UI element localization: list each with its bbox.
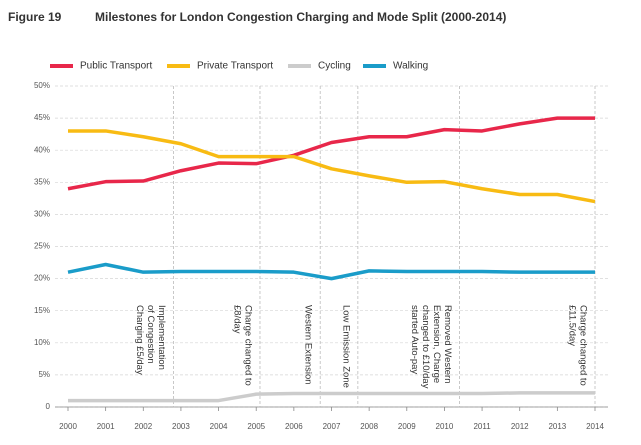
y-tick-label: 50%	[34, 81, 50, 90]
series-line	[68, 391, 595, 403]
x-tick-label: 2010	[436, 422, 454, 431]
milestone-text: Charge changed to	[577, 305, 588, 386]
x-tick-label: 2011	[473, 422, 491, 431]
milestone-text: £8/day	[231, 305, 242, 334]
series-line	[67, 116, 595, 191]
y-tick-label: 15%	[34, 306, 50, 315]
x-tick-label: 2006	[285, 422, 303, 431]
y-tick-label: 0	[46, 402, 51, 411]
milestone-text: Charge changed to	[242, 305, 253, 386]
y-tick-label: 30%	[34, 210, 50, 219]
milestone-text: started Auto-pay	[409, 305, 420, 374]
x-tick-label: 2009	[398, 422, 416, 431]
x-tick-label: 2001	[97, 422, 115, 431]
x-tick-label: 2012	[511, 422, 529, 431]
milestone-text: Charging £5/day	[134, 305, 145, 375]
x-tick-label: 2000	[59, 422, 77, 431]
x-tick-label: 2007	[323, 422, 341, 431]
y-tick-label: 25%	[34, 242, 50, 251]
legend-label: Walking	[393, 61, 428, 72]
milestone-text: of Congestion	[145, 305, 156, 364]
x-tick-label: 2013	[548, 422, 566, 431]
x-tick-label: 2005	[247, 422, 265, 431]
chart-title: Milestones for London Congestion Chargin…	[95, 10, 506, 24]
x-tick-label: 2008	[360, 422, 378, 431]
legend-label: Cycling	[318, 61, 351, 72]
milestone-text: Western Extension	[303, 305, 314, 385]
y-tick-label: 5%	[38, 370, 50, 379]
x-tick-label: 2014	[586, 422, 604, 431]
y-tick-label: 40%	[34, 145, 50, 154]
x-tick-label: 2002	[134, 422, 152, 431]
milestone-text: £11.5/day	[566, 305, 577, 346]
y-tick-label: 20%	[34, 274, 50, 283]
y-tick-label: 45%	[34, 113, 50, 122]
milestone-text: changed to £10/day	[420, 305, 431, 389]
milestone-text: Low Emission Zone	[340, 305, 351, 388]
y-tick-label: 35%	[34, 177, 50, 186]
legend-label: Private Transport	[197, 61, 273, 72]
y-tick-label: 10%	[34, 338, 50, 347]
series-line	[67, 262, 595, 281]
milestone-text: Implementation	[156, 305, 167, 370]
figure-label: Figure 19	[8, 10, 62, 24]
x-tick-label: 2004	[210, 422, 228, 431]
milestone-text: Removed Western	[442, 305, 453, 384]
legend-label: Public Transport	[80, 61, 152, 72]
series-line	[68, 129, 596, 204]
milestone-text: Extension, Charge	[431, 305, 442, 383]
x-tick-label: 2003	[172, 422, 190, 431]
